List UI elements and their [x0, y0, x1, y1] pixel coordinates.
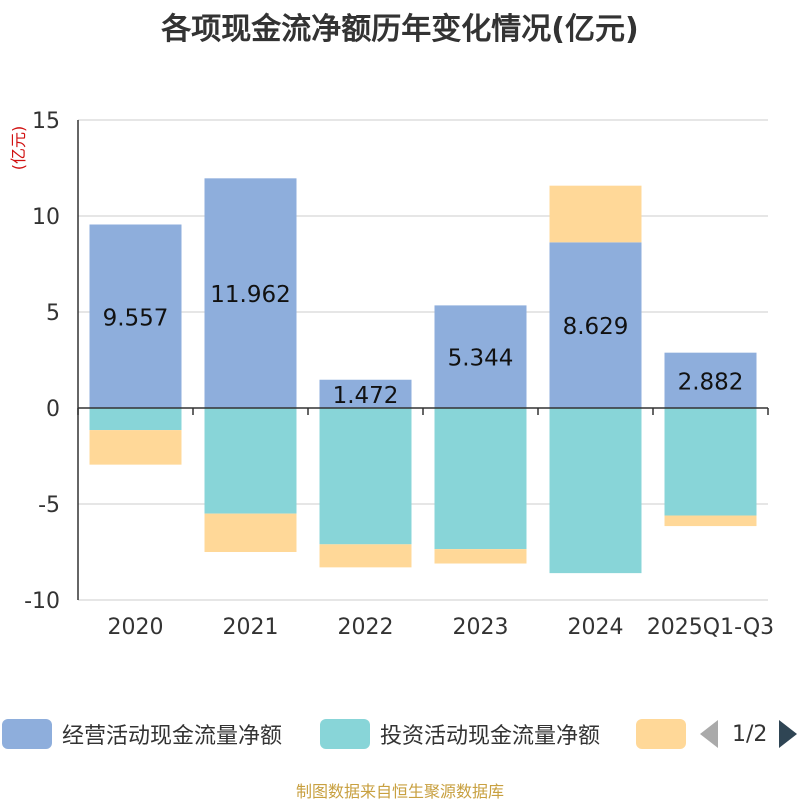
- bar-2021-series-1: [204, 408, 297, 514]
- bar-2023-series-2: [434, 549, 527, 564]
- y-tick-label: 5: [46, 301, 60, 326]
- legend-swatch-operating: [2, 719, 52, 749]
- legend-swatch-investing: [320, 719, 370, 749]
- x-tick-label-2023: 2023: [453, 615, 509, 640]
- legend-pager: 1/2: [700, 718, 798, 750]
- bars: [89, 178, 757, 574]
- bar-2024-series-1: [549, 408, 642, 574]
- bar-2024-series-2: [549, 185, 642, 243]
- bar-2021-series-2: [204, 513, 297, 552]
- data-labels: 9.557 11.962 1.472 5.344 8.629 2.882: [103, 282, 744, 409]
- x-tick-label-2025Q1-Q3: 2025Q1-Q3: [647, 615, 774, 640]
- data-label-2023: 5.344: [448, 346, 514, 372]
- data-label-2020: 9.557: [103, 305, 169, 331]
- y-axis-unit-label: (亿元): [9, 126, 28, 171]
- bar-2023-series-0: [434, 305, 527, 408]
- bar-2025Q1-Q3-series-2: [664, 515, 757, 527]
- legend-item-operating[interactable]: 经营活动现金流量净额: [2, 718, 282, 750]
- legend-next-arrow-icon[interactable]: [779, 720, 798, 748]
- legend-item-investing[interactable]: 投资活动现金流量净额: [320, 718, 600, 750]
- legend-label-investing: 投资活动现金流量净额: [380, 724, 601, 749]
- data-label-2024: 8.629: [563, 314, 629, 340]
- data-source-note: 制图数据来自恒生聚源数据库: [295, 782, 504, 801]
- x-tick-label-2021: 2021: [223, 615, 279, 640]
- data-label-2022: 1.472: [333, 383, 399, 409]
- bar-2022-series-2: [319, 544, 412, 568]
- axes: 15 10 5 0 -5 -10 2020 2021 2022 2023 2024 2025Q1-Q3: [24, 109, 774, 640]
- y-tick-label: 10: [32, 205, 60, 230]
- legend-item-financing[interactable]: [636, 718, 696, 750]
- bar-2020-series-1: [89, 408, 182, 431]
- bar-2022-series-1: [319, 408, 412, 545]
- bar-2024-series-0: [549, 242, 642, 408]
- grid-lines: [78, 119, 768, 601]
- bar-2021-series-0: [204, 178, 297, 408]
- bar-2020-series-0: [89, 224, 182, 408]
- bar-2025Q1-Q3-series-1: [664, 408, 757, 516]
- legend-label-operating: 经营活动现金流量净额: [62, 724, 283, 749]
- y-tick-label: 0: [46, 397, 60, 422]
- x-tick-label-2020: 2020: [108, 615, 164, 640]
- bar-2025Q1-Q3-series-0: [664, 352, 757, 408]
- x-tick-label-2024: 2024: [568, 615, 624, 640]
- chart-canvas: 15 10 5 0 -5 -10 2020 2021 2022 2023 2024 2025Q1-Q3…: [9, 109, 774, 640]
- data-label-2021: 11.962: [210, 282, 290, 308]
- bar-2022-series-0: [319, 379, 412, 408]
- bar-2023-series-1: [434, 408, 527, 550]
- y-tick-label: -5: [38, 493, 60, 518]
- legend-prev-arrow-icon[interactable]: [700, 720, 718, 748]
- y-tick-label: -10: [24, 589, 60, 614]
- x-tick-label-2022: 2022: [338, 615, 394, 640]
- y-tick-label: 15: [32, 109, 60, 134]
- chart-title: 各项现金流净额历年变化情况(亿元): [161, 12, 639, 47]
- bar-2020-series-2: [89, 430, 182, 465]
- data-label-2025Q1-Q3: 2.882: [678, 369, 744, 395]
- legend-page-indicator: 1/2: [732, 721, 768, 747]
- legend-swatch-financing: [636, 719, 686, 749]
